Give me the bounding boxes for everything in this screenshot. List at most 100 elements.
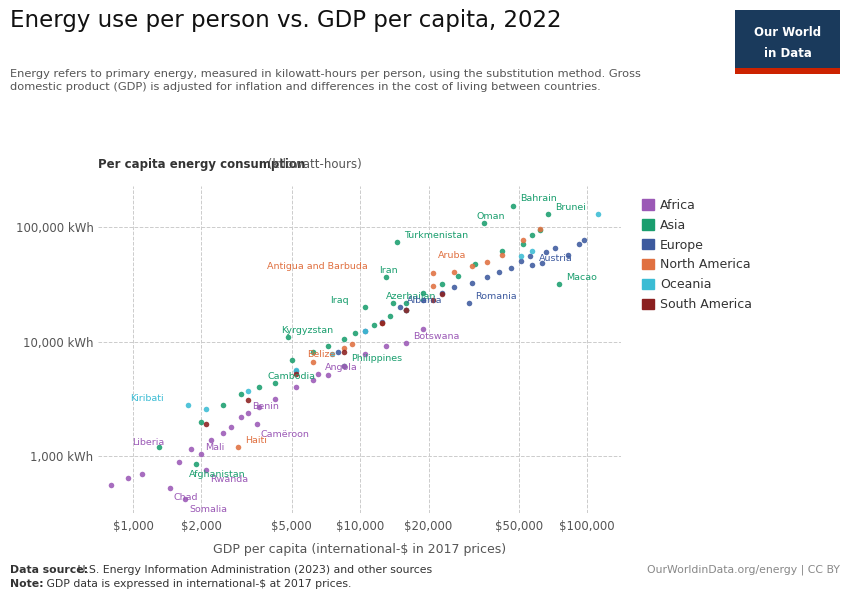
Point [268, 378, 281, 388]
Text: U.S. Energy Information Administration (2023) and other sources: U.S. Energy Information Administration (… [74, 565, 432, 575]
Point [337, 347, 351, 356]
Text: Brunei: Brunei [555, 203, 586, 212]
Point [448, 267, 462, 277]
Point [561, 251, 575, 260]
Text: Albania: Albania [407, 296, 443, 305]
Point [280, 332, 294, 342]
Point [379, 272, 393, 281]
Point [479, 272, 493, 281]
Point [178, 494, 192, 504]
Point [376, 317, 389, 326]
Text: Kiribati: Kiribati [130, 394, 163, 403]
Text: Kyrgyzstan: Kyrgyzstan [280, 326, 333, 335]
Point [533, 224, 547, 234]
Point [524, 251, 537, 261]
Point [416, 324, 430, 334]
Point [400, 305, 413, 315]
Point [525, 230, 539, 240]
Point [592, 209, 605, 218]
Text: Afghanistan: Afghanistan [190, 470, 246, 479]
Text: OurWorldinData.org/energy | CC BY: OurWorldinData.org/energy | CC BY [647, 564, 840, 575]
Text: Camëroon: Camëroon [261, 430, 309, 439]
Point [400, 305, 413, 315]
Text: Cambodia: Cambodia [268, 371, 315, 380]
Point [394, 302, 407, 312]
Point [200, 419, 213, 429]
Point [358, 302, 371, 312]
Point [427, 268, 440, 278]
Point [135, 469, 149, 479]
Point [321, 341, 335, 351]
Point [504, 263, 518, 273]
Text: Liberia: Liberia [133, 438, 165, 447]
Text: Haiti: Haiti [245, 436, 267, 445]
Point [400, 305, 413, 315]
Point [217, 400, 230, 410]
Point [525, 260, 539, 270]
Text: Aruba: Aruba [438, 251, 467, 260]
Point [268, 394, 281, 403]
Text: Azerbaijan: Azerbaijan [387, 292, 437, 301]
Point [337, 343, 351, 353]
Point [548, 243, 562, 253]
Point [427, 296, 440, 305]
Point [400, 305, 413, 315]
Point [306, 357, 320, 367]
Point [181, 400, 195, 410]
Point [204, 435, 218, 445]
Point [435, 290, 449, 299]
Point [152, 442, 166, 452]
Point [477, 218, 490, 227]
Point [427, 281, 440, 290]
Text: GDP data is expressed in international-$ at 2017 prices.: GDP data is expressed in international-$… [43, 579, 352, 589]
Point [195, 449, 208, 459]
Point [376, 319, 389, 328]
Point [435, 288, 449, 298]
Point [348, 328, 362, 338]
Text: Angola: Angola [325, 363, 357, 372]
Point [289, 366, 303, 376]
Point [217, 428, 230, 438]
Text: Benin: Benin [252, 401, 279, 410]
Point [462, 298, 475, 307]
Point [540, 247, 553, 257]
Text: Note:: Note: [10, 579, 44, 589]
Point [337, 361, 351, 370]
Point [241, 408, 254, 418]
Point [173, 457, 186, 466]
Point [241, 386, 254, 396]
Point [325, 349, 338, 359]
Point [376, 319, 389, 328]
Text: Turkmenistan: Turkmenistan [404, 230, 468, 239]
Text: in Data: in Data [763, 47, 812, 60]
Text: Energy refers to primary energy, measured in kilowatt-hours per person, using th: Energy refers to primary energy, measure… [10, 69, 641, 92]
Point [195, 417, 208, 427]
X-axis label: GDP per capita (international-$ in 2017 prices): GDP per capita (international-$ in 2017 … [212, 542, 506, 556]
Point [383, 311, 397, 320]
Point [235, 389, 248, 399]
Text: Philippines: Philippines [351, 355, 402, 364]
Point [516, 239, 530, 248]
Point [535, 258, 548, 268]
Point [577, 236, 591, 245]
Point [358, 326, 371, 335]
Point [250, 419, 264, 429]
Text: (kilowatt-hours): (kilowatt-hours) [264, 158, 361, 171]
Point [479, 257, 493, 266]
Point [465, 278, 479, 287]
Point [468, 259, 482, 269]
Point [387, 298, 400, 307]
Text: Iraq: Iraq [330, 296, 348, 305]
Text: Rwanda: Rwanda [210, 475, 248, 484]
Point [190, 460, 203, 469]
Point [358, 326, 371, 335]
Text: Botswana: Botswana [413, 332, 460, 341]
Point [514, 256, 528, 266]
Text: Per capita energy consumption: Per capita energy consumption [98, 158, 305, 171]
Point [321, 371, 335, 380]
Point [400, 298, 413, 307]
Point [231, 442, 245, 452]
Point [306, 347, 320, 356]
Point [516, 236, 530, 245]
Text: Iran: Iran [379, 266, 398, 275]
